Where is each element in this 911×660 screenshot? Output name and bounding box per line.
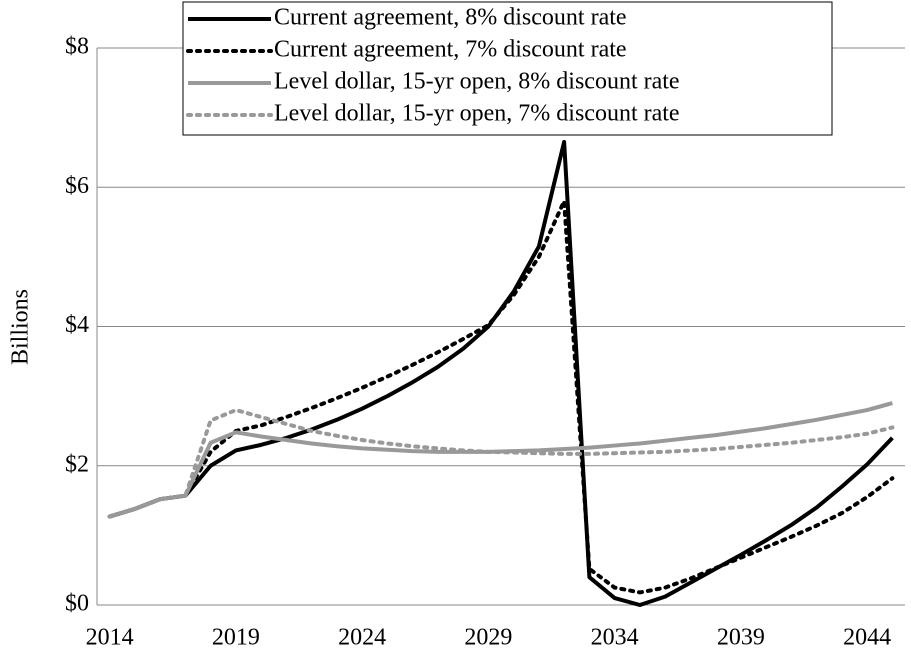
legend-label: Level dollar, 15-yr open, 8% discount ra… [274,69,680,95]
legend-label: Current agreement, 7% discount rate [274,37,627,63]
y-axis-label: Billions [8,289,34,365]
x-tick-label: 2019 [212,625,260,651]
x-tick-label: 2014 [86,625,134,651]
legend-box [182,1,833,136]
series-line [109,139,894,607]
x-tick-label: 2024 [338,625,386,651]
y-tick-label: $0 [65,591,89,617]
series-line [107,199,895,595]
y-tick-label: $2 [65,451,89,477]
series-line [109,401,893,519]
legend-label: Level dollar, 15-yr open, 7% discount ra… [274,101,680,127]
x-tick-label: 2044 [843,625,891,651]
x-tick-label: 2034 [591,625,639,651]
series-line [107,408,895,519]
legend-label: Current agreement, 8% discount rate [274,5,627,31]
y-tick-label: $4 [65,312,89,338]
y-tick-label: $8 [65,34,89,60]
y-tick-label: $6 [65,173,89,199]
x-tick-label: 2029 [464,625,512,651]
x-tick-label: 2039 [717,625,765,651]
